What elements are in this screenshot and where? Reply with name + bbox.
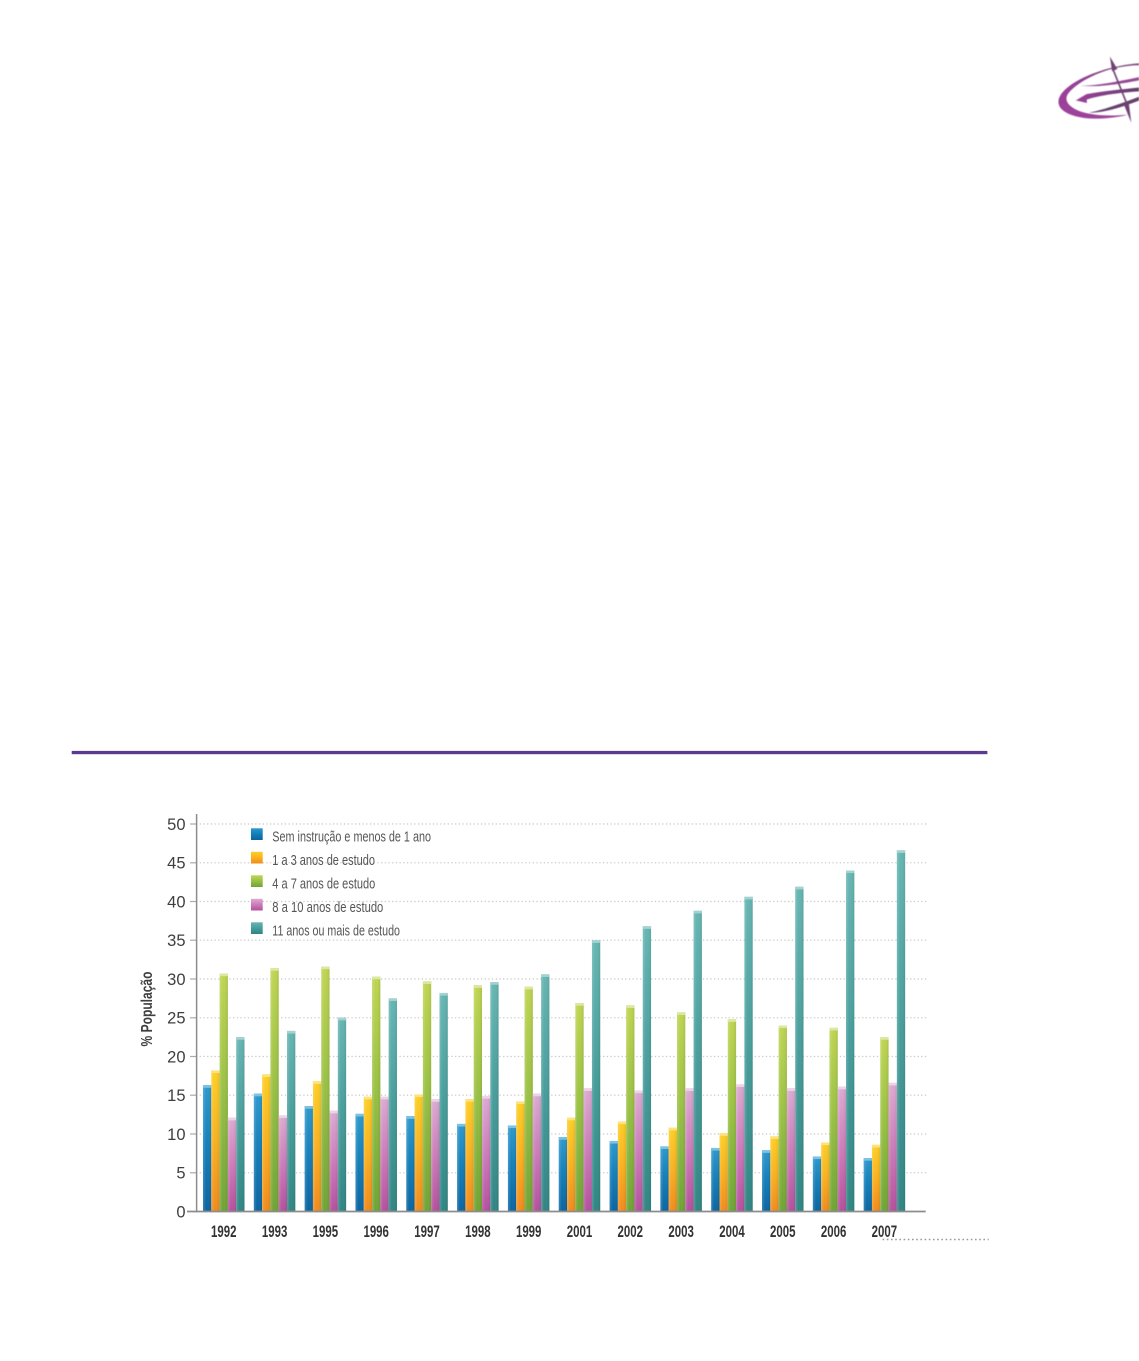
svg-text:1999: 1999 [516, 1223, 542, 1241]
svg-text:4 a 7 anos de estudo: 4 a 7 anos de estudo [272, 877, 375, 893]
svg-text:% População: % População [139, 972, 156, 1047]
svg-text:2004: 2004 [719, 1223, 745, 1241]
svg-text:1995: 1995 [313, 1223, 339, 1241]
svg-text:50: 50 [167, 816, 185, 834]
svg-text:2005: 2005 [770, 1223, 796, 1241]
svg-text:5: 5 [176, 1165, 185, 1183]
svg-text:2007: 2007 [872, 1223, 898, 1241]
svg-text:15: 15 [167, 1087, 185, 1105]
svg-text:1996: 1996 [363, 1223, 389, 1241]
svg-text:30: 30 [167, 971, 185, 989]
svg-text:20: 20 [167, 1048, 185, 1066]
svg-text:Sem instrução e menos de 1 ano: Sem instrução e menos de 1 ano [272, 830, 431, 846]
svg-text:1 a 3 anos de estudo: 1 a 3 anos de estudo [272, 853, 375, 869]
svg-text:10: 10 [167, 1126, 185, 1144]
svg-text:35: 35 [167, 932, 185, 950]
svg-text:0: 0 [176, 1203, 185, 1221]
svg-text:2001: 2001 [567, 1223, 593, 1241]
svg-text:1998: 1998 [465, 1223, 491, 1241]
svg-text:8 a 10 anos de estudo: 8 a 10 anos de estudo [272, 900, 383, 916]
svg-text:2003: 2003 [668, 1223, 694, 1241]
svg-text:1993: 1993 [262, 1223, 288, 1241]
svg-text:2002: 2002 [618, 1223, 644, 1241]
svg-text:25: 25 [167, 1010, 185, 1028]
svg-text:1992: 1992 [211, 1223, 237, 1241]
svg-text:11 anos ou mais de estudo: 11 anos ou mais de estudo [272, 924, 400, 940]
svg-text:40: 40 [167, 893, 185, 911]
svg-text:1997: 1997 [414, 1223, 440, 1241]
svg-text:2006: 2006 [821, 1223, 847, 1241]
svg-text:45: 45 [167, 855, 185, 873]
